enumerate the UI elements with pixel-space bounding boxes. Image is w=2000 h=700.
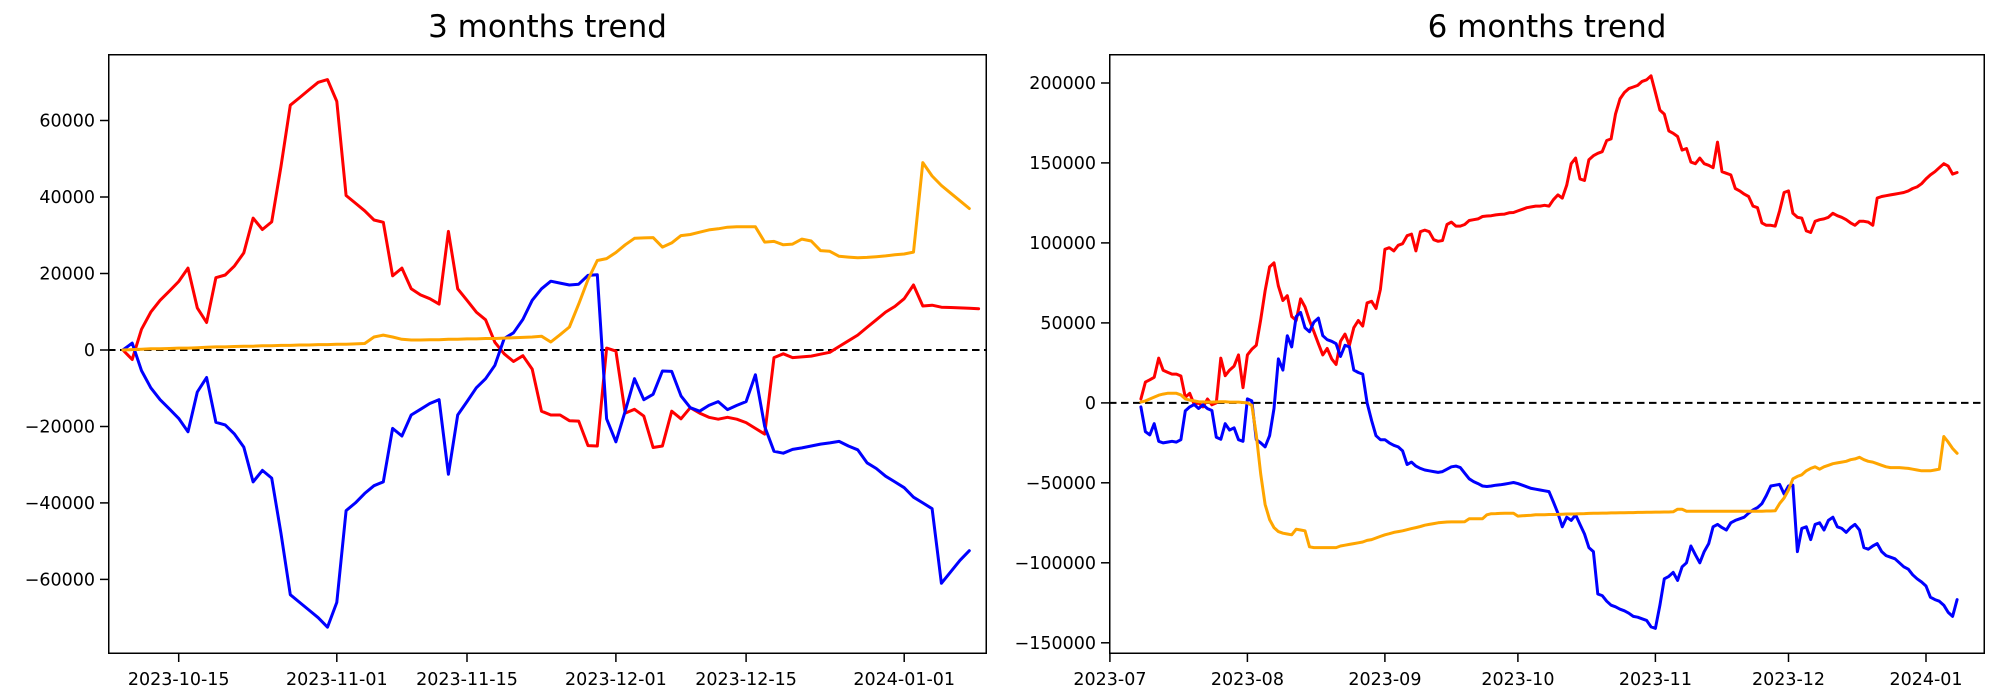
chart-title-3-months: 3 months trend xyxy=(428,9,667,45)
y-tick-label: 40000 xyxy=(39,188,95,208)
y-tick-label: 200000 xyxy=(1029,74,1096,94)
y-tick-label: −150000 xyxy=(1015,634,1096,654)
x-tick-label: 2023-11-01 xyxy=(286,670,388,690)
x-tick-label: 2023-11-15 xyxy=(416,670,518,690)
x-tick-label: 2023-12-01 xyxy=(565,670,667,690)
y-tick-label: −40000 xyxy=(25,494,95,514)
series-line-red xyxy=(121,78,981,449)
y-tick-label: 0 xyxy=(1085,394,1096,414)
series-line-orange xyxy=(121,161,971,352)
x-tick-label: 2023-12-15 xyxy=(695,670,797,690)
plot-area-6-months: −150000 −100000 −50000 0 50000 100000 150000 20… xyxy=(1015,54,1985,690)
y-tick-label: 100000 xyxy=(1029,234,1096,254)
series-line-orange xyxy=(1139,391,1959,550)
y-tick-label: −50000 xyxy=(1026,474,1096,494)
y-tick-label: 150000 xyxy=(1029,154,1096,174)
x-tick-label: 2023-10 xyxy=(1481,670,1554,690)
x-tick-label: 2023-10-15 xyxy=(128,670,230,690)
y-tick-label: −60000 xyxy=(25,570,95,590)
x-tick-label: 2024-01 xyxy=(1889,670,1962,690)
plot-area-3-months: −60000 −40000 −20000 0 20000 40000 60000 2023-1… xyxy=(25,54,987,690)
series-line-blue xyxy=(121,273,971,629)
y-tick-label: 50000 xyxy=(1040,314,1096,334)
series-line-red xyxy=(1139,74,1959,409)
y-tick-label: 60000 xyxy=(39,112,95,132)
plot-border xyxy=(108,54,987,654)
x-tick-label: 2023-12 xyxy=(1752,670,1825,690)
series-line-blue xyxy=(1139,311,1959,630)
x-tick-label: 2023-09 xyxy=(1348,670,1421,690)
y-tick-label: 0 xyxy=(84,341,95,361)
x-tick-label: 2023-08 xyxy=(1211,670,1284,690)
y-tick-label: 20000 xyxy=(39,265,95,285)
plot-border xyxy=(1109,54,1985,654)
x-tick-label: 2023-07 xyxy=(1073,670,1146,690)
x-tick-label: 2023-11 xyxy=(1619,670,1692,690)
x-tick-label: 2024-01-01 xyxy=(853,670,955,690)
chart-title-6-months: 6 months trend xyxy=(1427,9,1667,45)
y-tick-label: −100000 xyxy=(1015,554,1096,574)
y-tick-label: −20000 xyxy=(25,418,95,438)
